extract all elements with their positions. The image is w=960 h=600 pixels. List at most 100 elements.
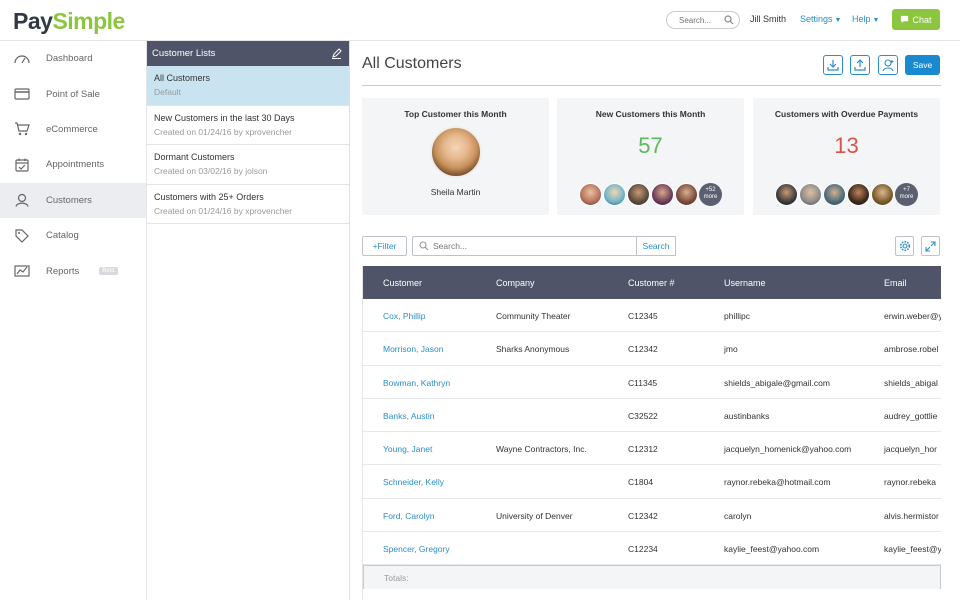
list-item-title: Customers with 25+ Orders bbox=[154, 191, 264, 202]
edit-pencil-icon[interactable] bbox=[331, 48, 342, 59]
table-settings-button[interactable] bbox=[895, 236, 914, 256]
username-cell: shields_abigale@gmail.com bbox=[724, 377, 830, 388]
column-header-customer[interactable]: Customer bbox=[383, 278, 423, 288]
search-icon bbox=[419, 241, 429, 251]
more-avatars-badge[interactable]: +7 more bbox=[895, 183, 918, 206]
sidebar-item-appointments[interactable]: Appointments bbox=[0, 147, 146, 182]
avatar[interactable] bbox=[823, 183, 846, 206]
download-button[interactable] bbox=[823, 55, 843, 75]
sidebar-item-customers[interactable]: Customers bbox=[0, 182, 146, 218]
customer-name-link[interactable]: Ford, Carolyn bbox=[383, 510, 435, 521]
filter-button[interactable]: +Filter bbox=[362, 236, 407, 256]
customer-name-link[interactable]: Cox, Phillip bbox=[383, 311, 426, 321]
card-title: Customers with Overdue Payments bbox=[774, 109, 919, 119]
upload-button[interactable] bbox=[850, 55, 870, 75]
list-item-subtitle: Default bbox=[154, 87, 181, 97]
email-cell: shields_abigal bbox=[884, 377, 938, 388]
save-button[interactable]: Save bbox=[905, 55, 940, 75]
new-customer-avatars: +52 more bbox=[557, 183, 744, 206]
avatar[interactable] bbox=[603, 183, 626, 206]
new-customers-card: New Customers this Month 57 +52 more bbox=[557, 98, 744, 215]
customer-name-link[interactable]: Banks, Austin bbox=[383, 410, 435, 421]
table-row[interactable]: Bowman, Kathryn C11345 shields_abigale@g… bbox=[363, 365, 941, 399]
customer-name-link[interactable]: Morrison, Jason bbox=[383, 344, 444, 355]
header-search-input[interactable] bbox=[679, 12, 731, 28]
list-item-subtitle: Created on 01/24/16 by xprovencher bbox=[154, 205, 292, 216]
help-label: Help bbox=[852, 14, 871, 24]
main-content: All Customers Save Top Customer this Mon… bbox=[362, 41, 960, 600]
search-button[interactable]: Search bbox=[636, 236, 676, 256]
username-cell: phillipc bbox=[724, 311, 750, 321]
tag-icon bbox=[13, 228, 31, 244]
sidebar-item-catalog[interactable]: Catalog bbox=[0, 218, 146, 253]
user-name[interactable]: Jill Smith bbox=[750, 14, 787, 24]
top-customer-avatar[interactable] bbox=[429, 126, 482, 178]
table-row[interactable]: Morrison, Jason Sharks Anonymous C12342 … bbox=[363, 332, 941, 366]
customer-name-link[interactable]: Spencer, Gregory bbox=[383, 544, 450, 555]
list-item-subtitle: Created on 03/02/16 by jolson bbox=[154, 166, 268, 176]
customer-search[interactable] bbox=[412, 236, 637, 256]
sidebar-item-ecommerce[interactable]: eCommerce bbox=[0, 112, 146, 147]
table-row[interactable]: Ford, Carolyn University of Denver C1234… bbox=[363, 498, 941, 533]
help-menu[interactable]: Help ▼ bbox=[852, 14, 879, 24]
paysimple-logo[interactable]: PaySimple bbox=[13, 6, 125, 36]
column-header-username[interactable]: Username bbox=[724, 278, 766, 288]
page-title: All Customers bbox=[362, 55, 462, 72]
avatar[interactable] bbox=[579, 183, 602, 206]
settings-menu[interactable]: Settings ▼ bbox=[800, 14, 841, 24]
avatar[interactable] bbox=[871, 183, 894, 206]
avatar[interactable] bbox=[675, 183, 698, 206]
avatar[interactable] bbox=[847, 183, 870, 206]
column-header-company[interactable]: Company bbox=[496, 278, 535, 288]
customer-search-input[interactable] bbox=[433, 237, 623, 255]
sidebar-item-dashboard[interactable]: Dashboard bbox=[0, 41, 146, 76]
table-row[interactable]: Cox, Phillip Community Theater C12345 ph… bbox=[363, 299, 941, 333]
credit-card-icon bbox=[13, 86, 31, 102]
column-header-customer-number[interactable]: Customer # bbox=[628, 278, 675, 288]
customer-name-link[interactable]: Young, Janet bbox=[383, 444, 433, 455]
more-avatars-badge[interactable]: +52 more bbox=[699, 183, 722, 206]
search-icon[interactable] bbox=[724, 15, 734, 25]
list-item-title: All Customers bbox=[154, 73, 211, 83]
expand-button[interactable] bbox=[921, 236, 940, 256]
table-row[interactable]: Young, Janet Wayne Contractors, Inc. C12… bbox=[363, 432, 941, 466]
header-search[interactable] bbox=[666, 11, 740, 29]
top-customer-card: Top Customer this Month Sheila Martin bbox=[362, 98, 549, 215]
sidebar-item-point-of-sale[interactable]: Point of Sale bbox=[0, 76, 146, 111]
table-row[interactable]: Schneider, Kelly C1804 raynor.rebeka@hot… bbox=[363, 465, 941, 499]
chat-button[interactable]: Chat bbox=[892, 9, 940, 30]
upload-icon bbox=[854, 59, 866, 71]
list-item-all-customers[interactable]: All Customers Default bbox=[147, 66, 349, 106]
table-row[interactable]: Banks, Austin C32522 austinbanks audrey_… bbox=[363, 398, 941, 433]
avatar[interactable] bbox=[775, 183, 798, 206]
chat-label: Chat bbox=[912, 14, 932, 25]
list-item-title: New Customers in the last 30 Days bbox=[154, 112, 295, 123]
card-title: New Customers this Month bbox=[595, 109, 706, 119]
list-item-new-customers[interactable]: New Customers in the last 30 Days Create… bbox=[147, 106, 349, 145]
totals-label: Totals: bbox=[384, 573, 409, 584]
username-cell: jacquelyn_homenick@yahoo.com bbox=[724, 444, 852, 455]
download-icon bbox=[827, 60, 839, 71]
customer-number-cell: C12312 bbox=[628, 444, 658, 455]
avatar[interactable] bbox=[627, 183, 650, 206]
customer-name-link[interactable]: Bowman, Kathryn bbox=[383, 377, 451, 388]
column-header-email[interactable]: Email bbox=[884, 278, 907, 288]
list-item-subtitle: Created on 01/24/16 by xprovencher bbox=[154, 126, 292, 137]
list-item-title: Dormant Customers bbox=[154, 152, 235, 162]
list-item-25-orders[interactable]: Customers with 25+ Orders Created on 01/… bbox=[147, 185, 349, 224]
email-cell: raynor.rebeka bbox=[884, 477, 936, 488]
company-cell: Wayne Contractors, Inc. bbox=[496, 444, 587, 455]
customer-name-link[interactable]: Schneider, Kelly bbox=[383, 477, 444, 488]
totals-row: Totals: bbox=[363, 565, 941, 590]
sidebar-item-label: Appointments bbox=[46, 159, 105, 171]
sidebar-item-reports[interactable]: Reports Beta bbox=[0, 253, 146, 288]
list-item-dormant-customers[interactable]: Dormant Customers Created on 03/02/16 by… bbox=[147, 145, 349, 185]
chat-bubble-icon bbox=[901, 15, 909, 24]
add-user-icon bbox=[881, 58, 894, 71]
add-customer-button[interactable] bbox=[878, 55, 898, 75]
avatar[interactable] bbox=[799, 183, 822, 206]
overdue-payments-card: Customers with Overdue Payments 13 +7 mor… bbox=[753, 98, 940, 215]
customer-number-cell: C32522 bbox=[628, 410, 658, 421]
table-row[interactable]: Spencer, Gregory C12234 kaylie_feest@yah… bbox=[363, 532, 941, 566]
avatar[interactable] bbox=[651, 183, 674, 206]
